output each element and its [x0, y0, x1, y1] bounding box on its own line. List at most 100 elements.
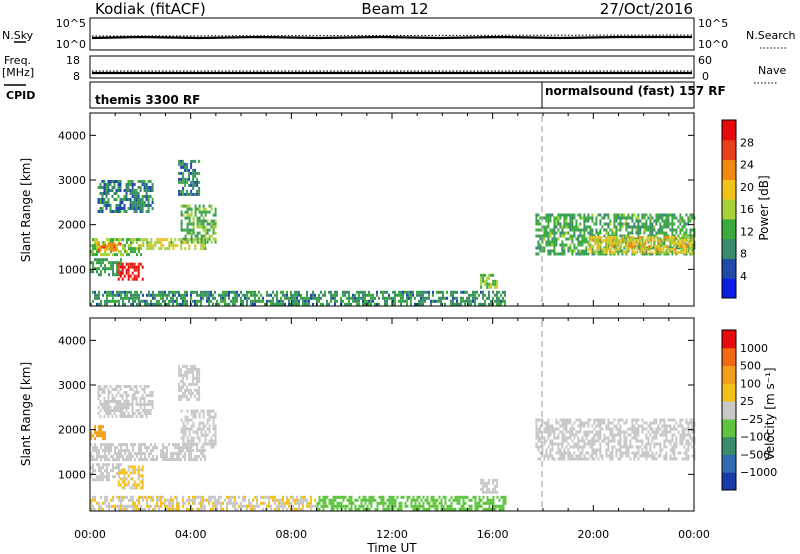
velocity-cell — [108, 443, 110, 447]
power-cell — [537, 240, 540, 244]
velocity-cell — [156, 458, 158, 462]
power-cell — [111, 248, 114, 252]
velocity-cell — [139, 385, 142, 388]
velocity-cell — [250, 504, 252, 508]
velocity-cell — [100, 434, 102, 438]
power-cell — [646, 247, 649, 251]
velocity-cell — [127, 415, 130, 418]
power-cell — [671, 213, 674, 217]
velocity-cell — [196, 458, 198, 462]
power-cell — [617, 252, 620, 256]
velocity-cell — [579, 457, 582, 461]
velocity-cell — [567, 451, 570, 455]
velocity-cell — [102, 466, 104, 470]
power-cell — [156, 293, 158, 297]
power-cell — [246, 293, 248, 297]
power-cell — [92, 267, 94, 271]
power-cell — [460, 302, 462, 306]
power-cell — [555, 240, 558, 244]
power-cell — [190, 228, 193, 232]
velocity-cell — [609, 457, 612, 461]
power-cell — [127, 277, 130, 281]
power-cell — [612, 238, 615, 242]
velocity-cell — [97, 385, 100, 388]
velocity-cell — [591, 430, 594, 434]
power-cell — [302, 302, 304, 306]
power-cell — [176, 244, 179, 248]
power-cell — [131, 183, 134, 186]
power-cell — [547, 219, 550, 223]
power-cell — [107, 186, 110, 189]
power-cell — [450, 293, 452, 297]
velocity-cell — [96, 449, 98, 453]
velocity-cell — [230, 501, 232, 505]
velocity-cell — [350, 507, 353, 511]
power-cell — [92, 264, 94, 268]
power-cell — [410, 290, 412, 294]
power-cell — [138, 302, 140, 306]
power-colorbar-label: Power [dB] — [757, 175, 771, 240]
velocity-cell — [671, 418, 674, 422]
velocity-cell — [543, 421, 546, 425]
velocity-cell — [619, 439, 622, 443]
velocity-cell — [458, 495, 461, 499]
power-cell — [190, 222, 193, 226]
power-cell — [689, 234, 692, 238]
power-cell — [683, 231, 686, 235]
power-cell — [127, 198, 130, 201]
power-cell — [547, 252, 550, 256]
power-cell — [188, 213, 191, 217]
velocity-cell — [366, 498, 369, 502]
velocity-cell — [422, 507, 425, 511]
velocity-cell — [192, 373, 195, 377]
velocity-cell — [444, 498, 447, 502]
velocity-cell — [617, 448, 620, 452]
velocity-cell — [125, 409, 128, 412]
velocity-cell — [125, 483, 128, 487]
power-cell — [300, 296, 302, 300]
velocity-cell — [583, 421, 586, 425]
power-cell — [107, 189, 110, 192]
power-cell — [682, 247, 685, 251]
velocity-cell — [148, 446, 150, 450]
velocity-cell — [176, 504, 178, 508]
power-cell — [686, 250, 689, 254]
power-cell — [668, 250, 671, 254]
velocity-cell — [416, 495, 419, 499]
power-cell — [460, 290, 462, 294]
velocity-cell — [98, 425, 100, 429]
power-cell — [184, 296, 186, 300]
velocity-cell — [114, 475, 116, 479]
power-cell — [674, 235, 677, 239]
velocity-cell — [597, 433, 600, 437]
power-cell — [625, 252, 628, 256]
velocity-cell — [350, 504, 353, 508]
velocity-cell — [190, 409, 193, 413]
power-cell — [246, 302, 248, 306]
velocity-cell — [336, 504, 339, 508]
power-cell — [148, 293, 150, 297]
velocity-cell — [296, 507, 298, 511]
velocity-cell — [170, 501, 172, 505]
power-cell — [178, 180, 181, 184]
velocity-cell — [320, 498, 323, 502]
power-cell — [94, 296, 96, 300]
velocity-cell — [282, 504, 284, 508]
power-cell — [571, 213, 574, 217]
power-cell — [112, 253, 114, 257]
velocity-cell — [577, 445, 580, 449]
velocity-cell — [591, 439, 594, 443]
power-cell — [573, 216, 576, 220]
power-cell — [120, 293, 122, 297]
power-cell — [553, 225, 556, 229]
power-cell — [298, 293, 300, 297]
velocity-cell — [422, 501, 425, 505]
velocity-cell — [98, 504, 100, 508]
velocity-cell — [136, 455, 138, 459]
power-cell — [176, 290, 178, 294]
power-cell — [174, 290, 176, 294]
velocity-cell — [547, 445, 550, 449]
power-cell — [190, 210, 193, 214]
velocity-cell — [444, 507, 447, 511]
velocity-cell — [601, 457, 604, 461]
